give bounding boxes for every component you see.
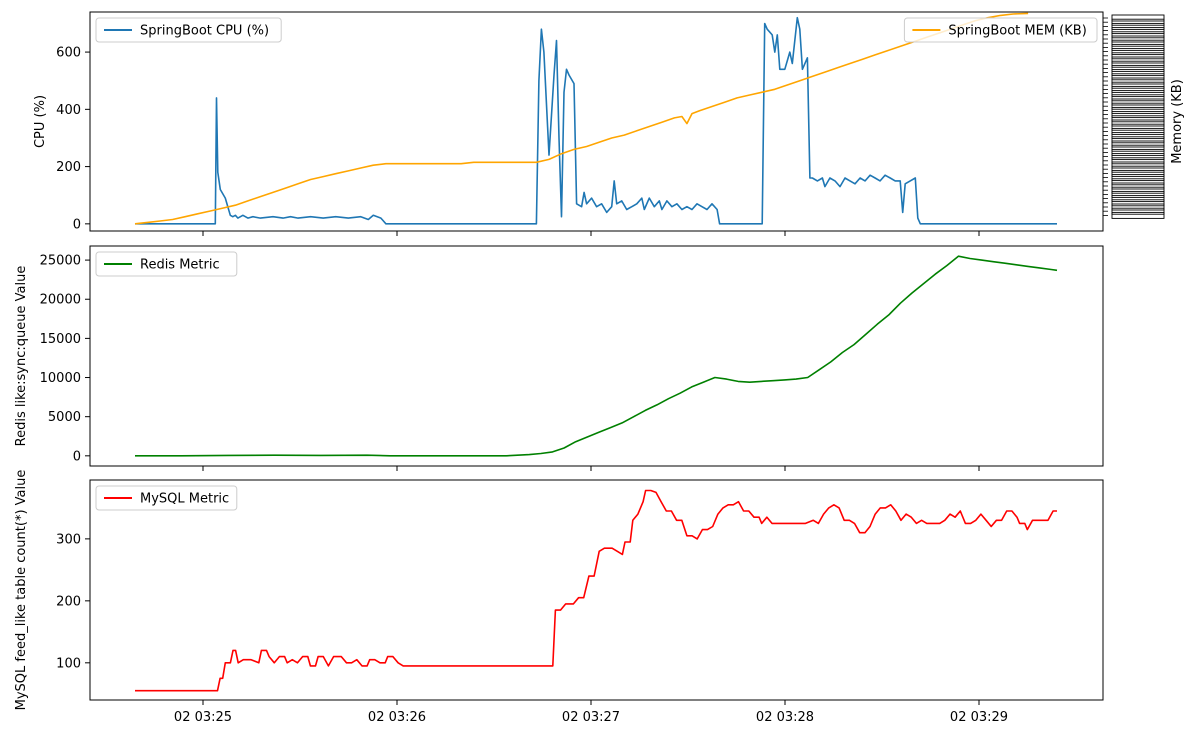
right-tick-mark bbox=[1111, 136, 1165, 144]
right-tick-mark bbox=[1111, 144, 1165, 152]
right-tick-mark bbox=[1111, 182, 1165, 190]
right-tick-mark bbox=[1111, 174, 1165, 182]
y-tick-label: 0 bbox=[73, 449, 81, 464]
right-tick-mark bbox=[1111, 18, 1165, 26]
x-tick-label: 02 03:27 bbox=[562, 710, 620, 725]
right-tick-mark bbox=[1111, 102, 1165, 110]
right-tick-mark bbox=[1111, 106, 1165, 114]
plot-frame bbox=[89, 11, 1104, 232]
legend: Redis Metric bbox=[95, 251, 238, 277]
right-tick-mark bbox=[1111, 157, 1165, 165]
right-tick-mark bbox=[1111, 123, 1165, 131]
right-tick-mark bbox=[1111, 31, 1165, 39]
right-tick-mark bbox=[1111, 73, 1165, 81]
legend-label: MySQL Metric bbox=[140, 492, 229, 507]
right-tick-mark bbox=[1111, 211, 1165, 219]
right-tick-mark bbox=[1111, 56, 1165, 64]
right-tick-mark bbox=[1111, 43, 1165, 51]
y-tick-label: 5000 bbox=[48, 410, 81, 425]
y-tick-label: 200 bbox=[56, 594, 81, 609]
series-line-redis-metric bbox=[135, 255, 1058, 457]
right-tick-mark bbox=[1111, 111, 1165, 119]
y-axis-label: Redis like:sync:queue Value bbox=[14, 266, 29, 447]
right-tick-mark bbox=[1111, 77, 1165, 85]
right-tick-mark bbox=[1111, 153, 1165, 161]
y-axis-label: CPU (%) bbox=[33, 95, 48, 148]
y-tick-label: 25000 bbox=[40, 254, 81, 269]
right-tick-mark bbox=[1111, 203, 1165, 211]
right-tick-mark bbox=[1111, 94, 1165, 102]
right-tick-mark bbox=[1111, 39, 1165, 47]
x-tick-label: 02 03:28 bbox=[756, 710, 814, 725]
plot-frame bbox=[89, 479, 1104, 701]
legend-label: SpringBoot MEM (KB) bbox=[948, 24, 1086, 39]
series-line-mysql-metric bbox=[135, 489, 1057, 692]
right-tick-mark bbox=[1111, 119, 1165, 127]
right-axis-label: Memory (KB) bbox=[1170, 79, 1185, 164]
right-tick-mark bbox=[1111, 199, 1165, 207]
right-tick-mark bbox=[1111, 27, 1165, 35]
right-tick-mark bbox=[1111, 207, 1165, 215]
y-tick-label: 400 bbox=[56, 103, 81, 118]
right-tick-mark bbox=[1111, 35, 1165, 43]
series-line-springboot-cpu- bbox=[135, 16, 1057, 225]
right-tick-mark bbox=[1111, 85, 1165, 93]
right-tick-mark bbox=[1111, 115, 1165, 123]
right-tick-mark bbox=[1111, 52, 1165, 60]
right-tick-mark bbox=[1111, 81, 1165, 89]
right-tick-mark bbox=[1111, 64, 1165, 72]
right-tick-mark bbox=[1111, 178, 1165, 186]
x-tick-label: 02 03:25 bbox=[174, 710, 232, 725]
legend-label: Redis Metric bbox=[140, 258, 220, 273]
y-tick-label: 10000 bbox=[40, 371, 81, 386]
x-tick-label: 02 03:26 bbox=[368, 710, 426, 725]
series-line-springboot-mem-kb- bbox=[134, 12, 1029, 225]
legend: SpringBoot CPU (%) bbox=[95, 17, 282, 43]
y-tick-label: 15000 bbox=[40, 332, 81, 347]
right-tick-mark bbox=[1111, 195, 1165, 203]
y-tick-label: 600 bbox=[56, 46, 81, 61]
legend-box bbox=[95, 17, 282, 43]
right-tick-mark bbox=[1111, 140, 1165, 148]
cpu-memory-panel: 0 200 400 600 CPU (%) SpringBoot CPU (%) Sprin… bbox=[33, 11, 1185, 236]
right-tick-mark bbox=[1111, 186, 1165, 194]
right-tick-mark bbox=[1111, 165, 1165, 173]
y-tick-label: 300 bbox=[56, 532, 81, 547]
y-tick-label: 200 bbox=[56, 160, 81, 175]
right-tick-mark bbox=[1111, 190, 1165, 198]
y-axis-label: MySQL feed_like table count(*) Value bbox=[14, 470, 29, 711]
legend-box bbox=[95, 485, 238, 511]
y-tick-label: 20000 bbox=[40, 293, 81, 308]
right-tick-mark bbox=[1111, 90, 1165, 98]
mysql-panel: 02 03:25 02 03:26 02 03:27 02 03:28 02 03:29… bbox=[14, 470, 1104, 725]
legend: SpringBoot MEM (KB) bbox=[903, 17, 1098, 43]
right-tick-mark bbox=[1111, 132, 1165, 140]
right-axis: Memory (KB) bbox=[1103, 14, 1185, 219]
right-tick-mark bbox=[1111, 127, 1165, 135]
legend-label: SpringBoot CPU (%) bbox=[140, 24, 269, 39]
y-tick-label: 0 bbox=[73, 217, 81, 232]
x-tick-label: 02 03:29 bbox=[950, 710, 1008, 725]
right-tick-mark bbox=[1111, 148, 1165, 156]
right-tick-mark bbox=[1111, 161, 1165, 169]
right-tick-mark bbox=[1111, 14, 1165, 22]
right-tick-mark bbox=[1111, 69, 1165, 77]
right-tick-mark bbox=[1111, 98, 1165, 106]
right-tick-mark bbox=[1111, 22, 1165, 30]
plot-frame bbox=[89, 245, 1104, 467]
legend-box bbox=[95, 251, 238, 277]
y-tick-label: 100 bbox=[56, 656, 81, 671]
right-tick-mark bbox=[1111, 48, 1165, 56]
right-tick-mark bbox=[1111, 60, 1165, 68]
legend-box bbox=[903, 17, 1098, 43]
redis-panel: 0 5000 10000 15000 20000 25000 Redis like:sync… bbox=[14, 245, 1104, 471]
legend: MySQL Metric bbox=[95, 485, 238, 511]
right-tick-mark bbox=[1111, 169, 1165, 177]
